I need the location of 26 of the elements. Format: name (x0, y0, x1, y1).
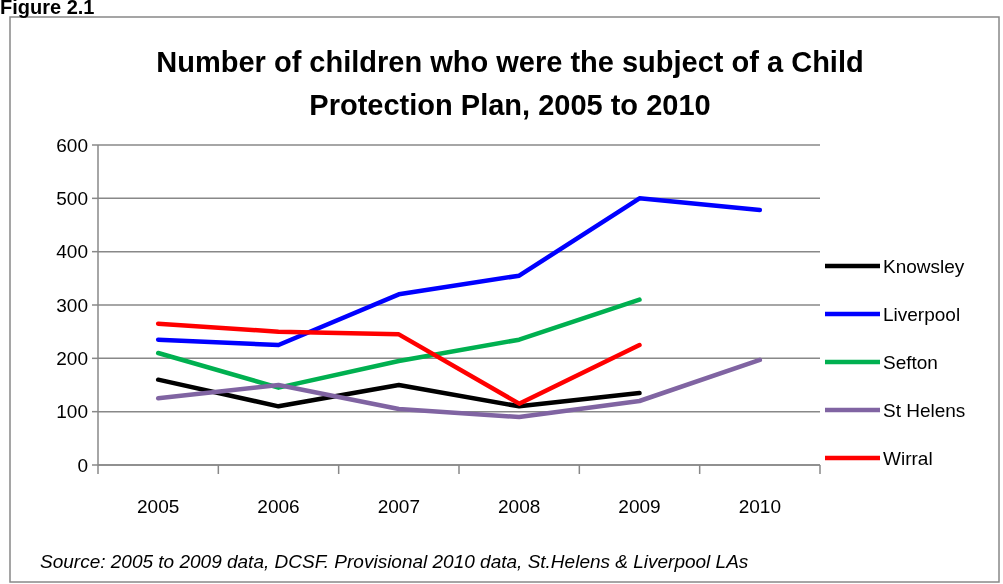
x-tick-label: 2010 (738, 496, 781, 517)
line-series (155, 196, 763, 348)
legend-label: St Helens (883, 399, 966, 421)
line-series (155, 357, 763, 420)
legend-label: Knowsley (883, 255, 965, 277)
x-tick-label: 2008 (498, 496, 541, 517)
y-tick-label: 600 (56, 134, 88, 156)
chart-title: Number of children who were the subject of a Child Protection Plan, 2005 to 2010 (156, 46, 864, 121)
source-note: Source: 2005 to 2009 data, DCSF. Provisional 2010 data, St.Helens & Liverpool LAs (40, 551, 749, 572)
y-tick-label: 500 (56, 187, 88, 209)
legend-label: Sefton (883, 351, 938, 373)
line-series (155, 297, 642, 390)
line-series (155, 321, 642, 406)
y-tick-label: 300 (56, 294, 88, 316)
x-tick-label: 2009 (618, 496, 661, 517)
y-tick-label: 0 (77, 454, 88, 476)
x-tick-label: 2005 (137, 496, 180, 517)
caption: Figure 2.1 (0, 0, 95, 18)
legend-label: Liverpool (883, 303, 961, 325)
x-tick-label: 2006 (257, 496, 300, 517)
y-tick-label: 200 (56, 347, 88, 369)
x-tick-label: 2007 (377, 496, 420, 517)
y-tick-label: 100 (56, 401, 88, 423)
y-tick-label: 400 (56, 241, 88, 263)
legend-label: Wirral (883, 447, 933, 469)
line-series (155, 377, 642, 409)
